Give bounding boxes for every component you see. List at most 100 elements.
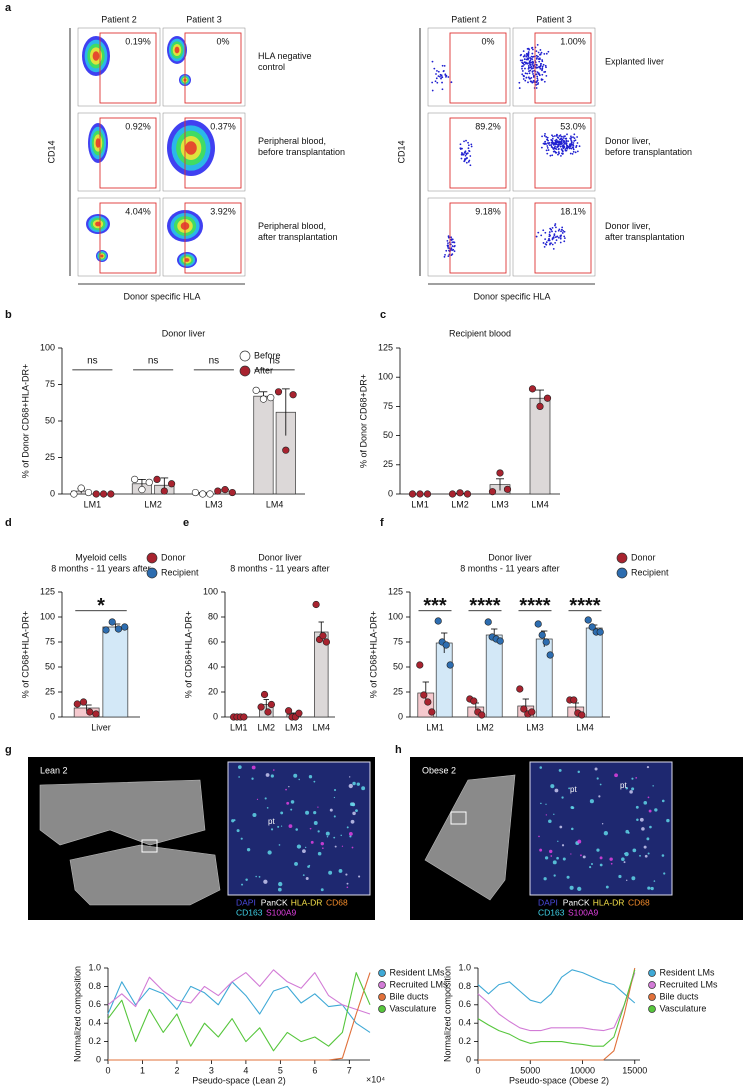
- cell: [643, 801, 648, 805]
- event-dot: [441, 76, 444, 79]
- chart-subtitle: 8 months - 11 years after: [51, 563, 150, 573]
- event-dot: [545, 66, 547, 69]
- event-dot: [564, 148, 567, 150]
- event-dot: [469, 164, 472, 167]
- y-tick-label: 125: [378, 342, 393, 352]
- event-dot: [535, 83, 538, 86]
- cell: [317, 851, 322, 856]
- event-dot: [573, 137, 576, 140]
- data-point: [199, 490, 207, 498]
- event-dot: [543, 53, 546, 55]
- cell: [305, 810, 310, 815]
- event-dot: [554, 236, 557, 239]
- event-dot: [522, 65, 524, 67]
- cell: [558, 768, 562, 772]
- event-dot: [561, 150, 564, 153]
- event-dot: [530, 65, 533, 68]
- x-tick-label: 7: [347, 1065, 352, 1075]
- y-tick-label: 60: [208, 636, 218, 646]
- data-point: [259, 395, 268, 403]
- event-dot: [574, 151, 577, 154]
- data-point: [206, 490, 214, 498]
- cell: [653, 880, 656, 882]
- data-point: [191, 488, 200, 497]
- y-axis-label: % of Donor CD68+DR+: [358, 374, 368, 468]
- event-dot: [463, 151, 466, 154]
- event-dot: [529, 59, 532, 62]
- roi-box: [141, 839, 158, 853]
- event-dot: [572, 136, 574, 139]
- sample-label: Lean 2: [40, 765, 68, 775]
- event-dot: [527, 58, 529, 61]
- stain-label: PanCK: [563, 897, 590, 907]
- significance-label: ****: [469, 595, 500, 617]
- event-dot: [470, 143, 473, 146]
- event-dot: [447, 76, 450, 78]
- event-dot: [464, 154, 467, 157]
- event-dot: [528, 70, 530, 73]
- event-dot: [447, 236, 450, 239]
- event-dot: [538, 73, 541, 76]
- tissue: [39, 779, 206, 846]
- data-point: [428, 708, 436, 716]
- row-label: Donor liver,: [605, 136, 651, 146]
- gate-percent: 0.92%: [125, 121, 151, 131]
- y-tick-label: 100: [40, 611, 55, 621]
- gate-percent: 0.19%: [125, 36, 151, 46]
- cell: [246, 847, 251, 852]
- significance-label: ns: [209, 356, 220, 367]
- cell: [625, 786, 629, 790]
- event-dot: [465, 161, 468, 164]
- row-label: before transplantation: [605, 147, 692, 157]
- event-dot: [529, 63, 532, 66]
- event-dot: [530, 57, 532, 60]
- gate-percent: 1.00%: [560, 36, 586, 46]
- event-dot: [557, 153, 559, 156]
- bar: [253, 395, 274, 495]
- event-dot: [533, 81, 535, 83]
- gate: [99, 202, 157, 274]
- cell: [626, 879, 628, 882]
- legend-label: Resident LMs: [660, 967, 716, 977]
- cell: [251, 765, 256, 770]
- event-dot: [467, 147, 470, 150]
- cell: [290, 800, 295, 804]
- y-tick-label: 0: [398, 711, 403, 721]
- event-dot: [548, 233, 551, 236]
- x-tick-label: 10000: [570, 1065, 595, 1075]
- cell: [352, 811, 356, 816]
- data-point: [446, 661, 454, 669]
- event-dot: [521, 59, 524, 62]
- event-dot: [524, 79, 527, 82]
- gate: [184, 117, 242, 189]
- event-dot: [551, 134, 553, 137]
- event-dot: [532, 76, 535, 78]
- event-dot: [561, 153, 564, 155]
- gate: [449, 202, 507, 274]
- event-dot: [521, 73, 524, 76]
- event-dot: [465, 152, 468, 155]
- cell: [264, 797, 267, 800]
- panel-label: c: [380, 309, 386, 321]
- event-dot: [572, 144, 575, 147]
- event-dot: [518, 87, 521, 89]
- gate-percent: 0%: [216, 36, 229, 46]
- y-tick-label: 0.6: [88, 999, 101, 1009]
- cell: [562, 857, 566, 861]
- data-point: [267, 394, 275, 402]
- y-axis-label: % of CD68+HLA-DR+: [20, 611, 30, 699]
- bar: [485, 634, 503, 718]
- x-axis-label: Pseudo-space (Obese 2): [509, 1075, 609, 1085]
- event-dot: [528, 72, 531, 75]
- event-dot: [525, 58, 528, 61]
- gate: [99, 32, 157, 104]
- cell: [641, 827, 645, 831]
- density: [95, 138, 101, 148]
- cell: [553, 813, 555, 815]
- legend-marker: [648, 1005, 656, 1013]
- event-dot: [434, 80, 437, 83]
- gate-percent: 9.18%: [475, 206, 501, 216]
- cell: [538, 835, 540, 838]
- y-tick-label: 100: [40, 342, 55, 352]
- y-tick-label: 75: [383, 401, 393, 411]
